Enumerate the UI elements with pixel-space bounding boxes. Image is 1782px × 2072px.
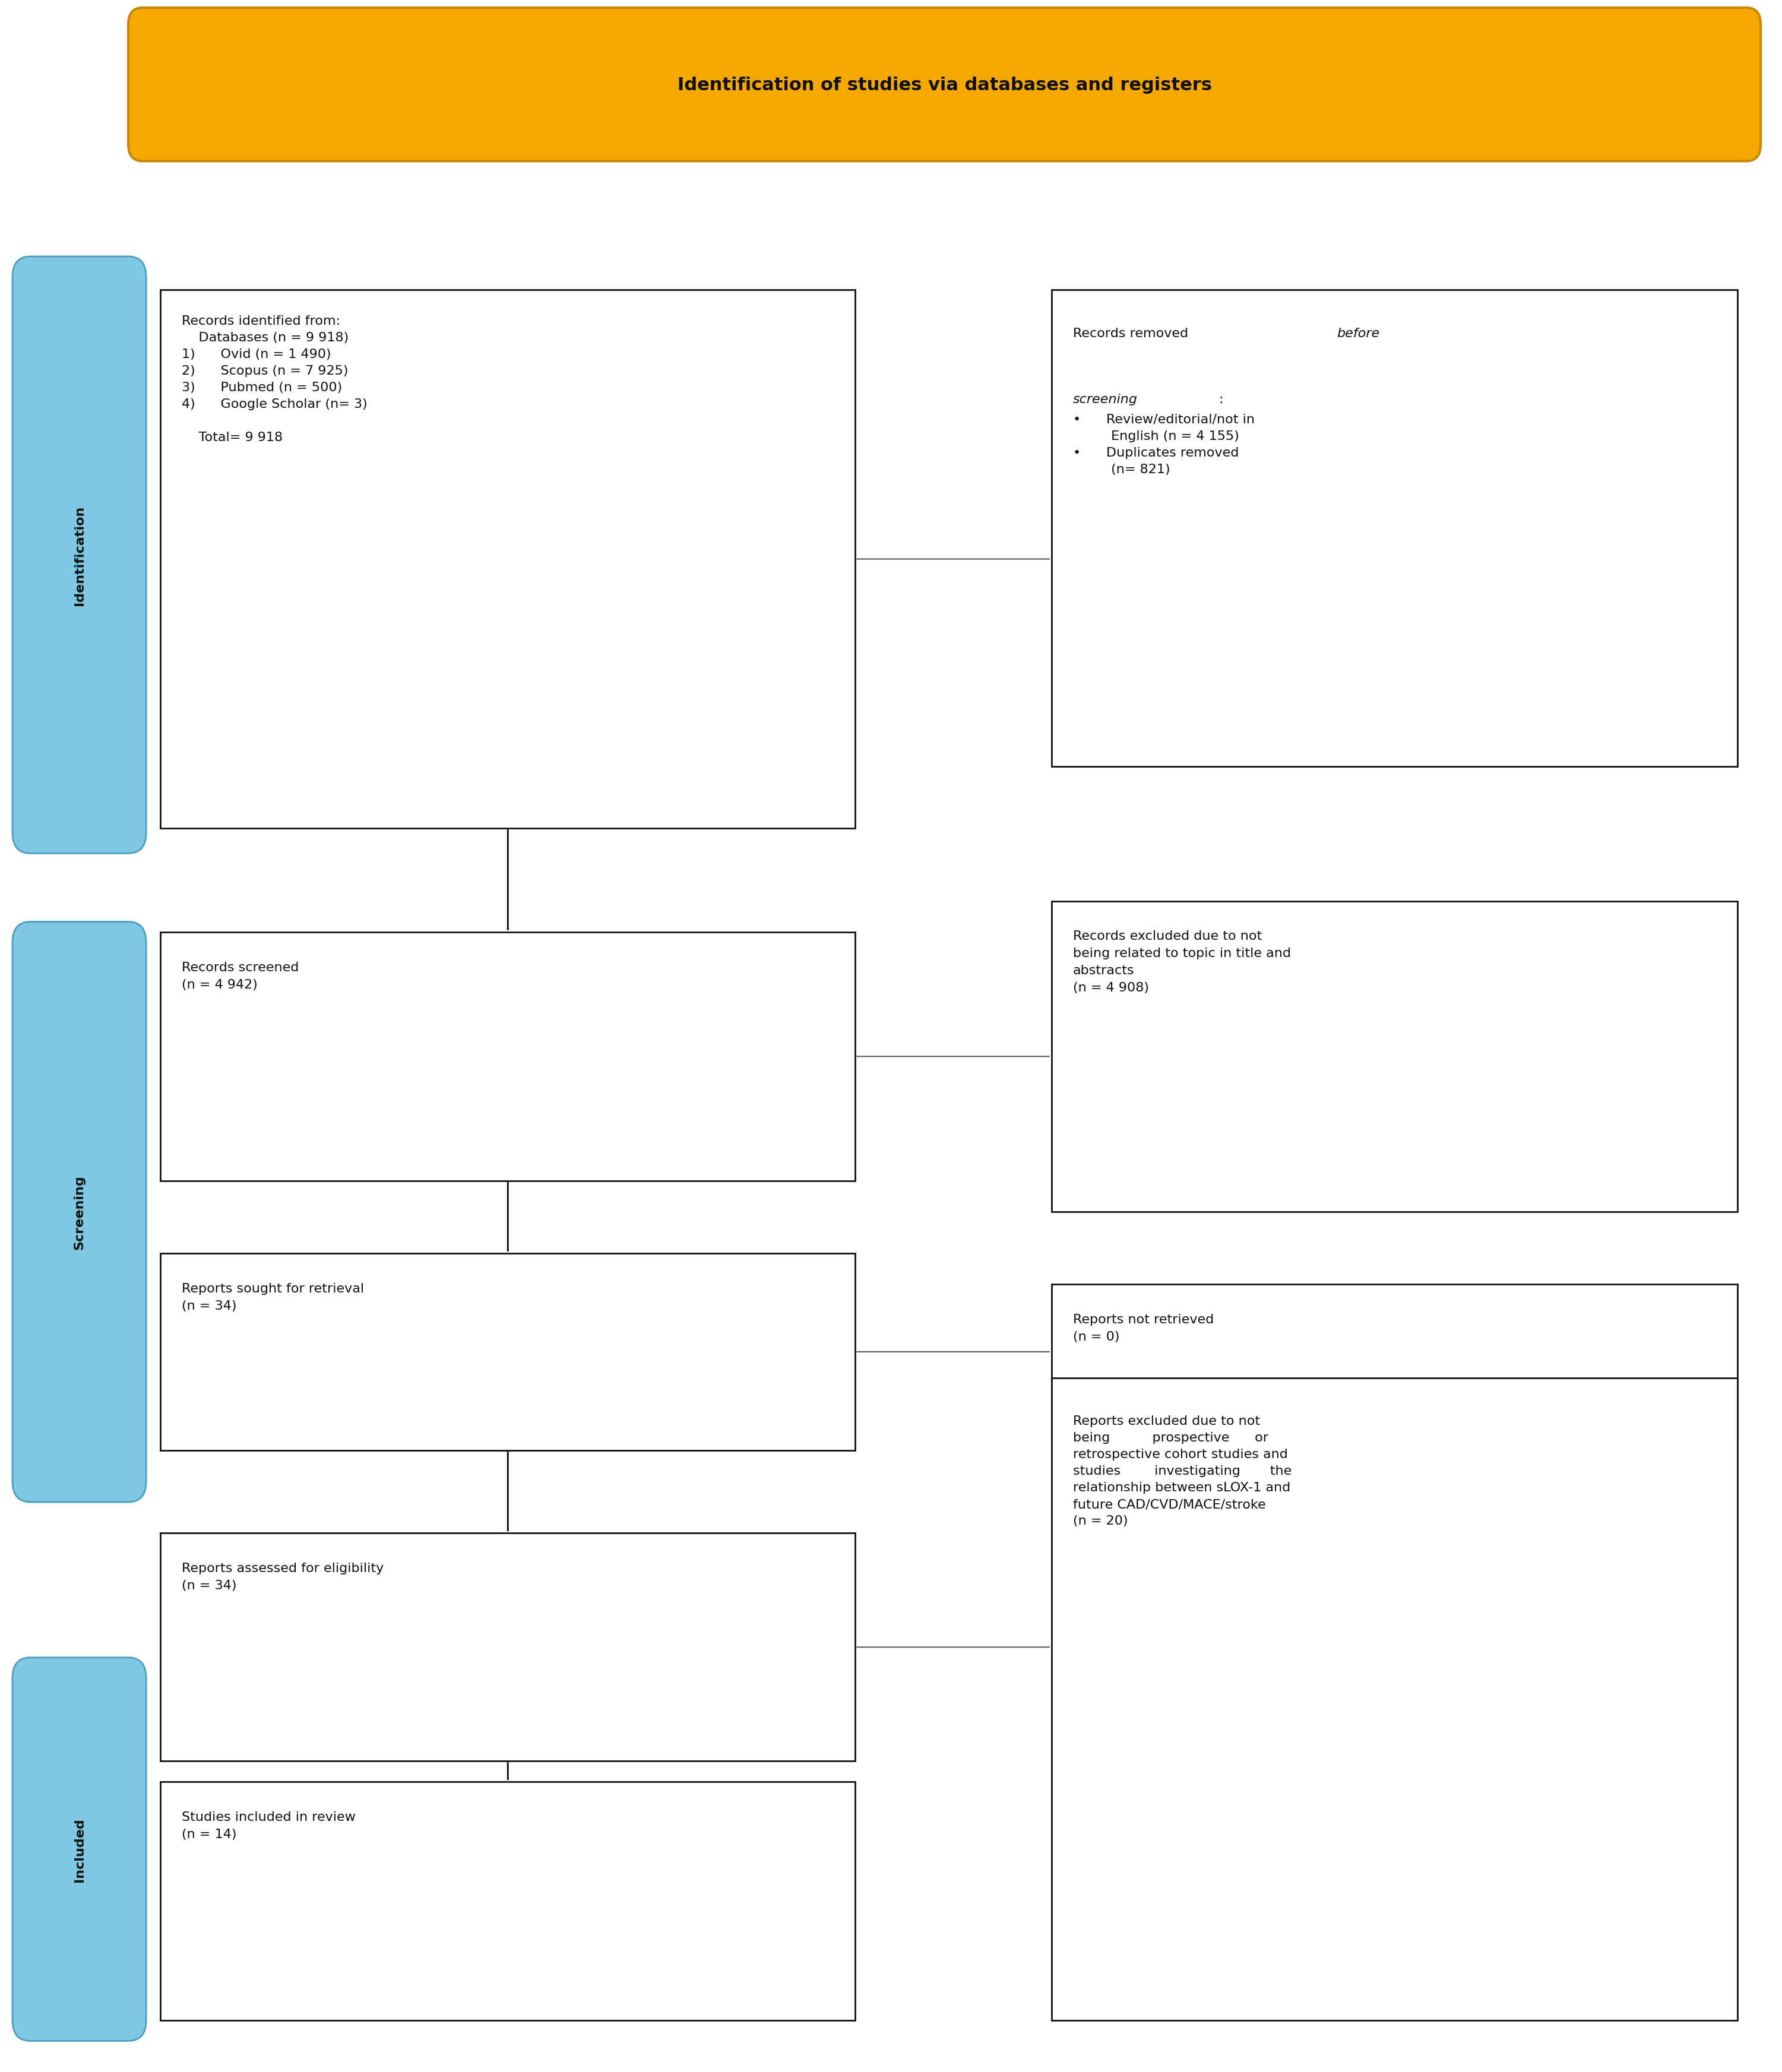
Text: Reports assessed for eligibility
(n = 34): Reports assessed for eligibility (n = 34… bbox=[182, 1562, 383, 1591]
Text: Records screened
(n = 4 942): Records screened (n = 4 942) bbox=[182, 961, 299, 990]
Bar bbox=[160, 1254, 855, 1450]
Bar bbox=[1051, 1285, 1737, 1440]
Text: :: : bbox=[1219, 394, 1222, 406]
Text: Records excluded due to not
being related to topic in title and
abstracts
(n = 4: Records excluded due to not being relate… bbox=[1073, 930, 1290, 992]
Text: Identification: Identification bbox=[73, 506, 86, 605]
Text: •      Review/editorial/not in
         English (n = 4 155)
•      Duplicates re: • Review/editorial/not in English (n = 4… bbox=[1073, 414, 1255, 474]
FancyBboxPatch shape bbox=[12, 922, 146, 1502]
FancyBboxPatch shape bbox=[128, 8, 1761, 162]
Text: Reports sought for retrieval
(n = 34): Reports sought for retrieval (n = 34) bbox=[182, 1283, 364, 1312]
Bar bbox=[1051, 901, 1737, 1212]
Text: Included: Included bbox=[73, 1817, 86, 1881]
Text: Records removed: Records removed bbox=[1073, 327, 1192, 340]
Text: before: before bbox=[1336, 327, 1379, 340]
Text: Records identified from:
    Databases (n = 9 918)
1)      Ovid (n = 1 490)
2)  : Records identified from: Databases (n = … bbox=[182, 315, 367, 443]
FancyBboxPatch shape bbox=[12, 257, 146, 854]
Bar bbox=[1051, 1378, 1737, 2020]
Bar bbox=[160, 1533, 855, 1761]
Text: Reports excluded due to not
being          prospective      or
retrospective coh: Reports excluded due to not being prospe… bbox=[1073, 1415, 1292, 1527]
Bar bbox=[160, 290, 855, 829]
Text: Screening: Screening bbox=[73, 1175, 86, 1249]
Text: Reports not retrieved
(n = 0): Reports not retrieved (n = 0) bbox=[1073, 1314, 1214, 1343]
Text: Identification of studies via databases and registers: Identification of studies via databases … bbox=[677, 77, 1212, 93]
Text: Studies included in review
(n = 14): Studies included in review (n = 14) bbox=[182, 1811, 356, 1840]
FancyBboxPatch shape bbox=[12, 1658, 146, 2041]
Text: screening: screening bbox=[1073, 394, 1137, 406]
Bar bbox=[1051, 290, 1737, 767]
Bar bbox=[160, 932, 855, 1181]
Bar bbox=[160, 1782, 855, 2020]
